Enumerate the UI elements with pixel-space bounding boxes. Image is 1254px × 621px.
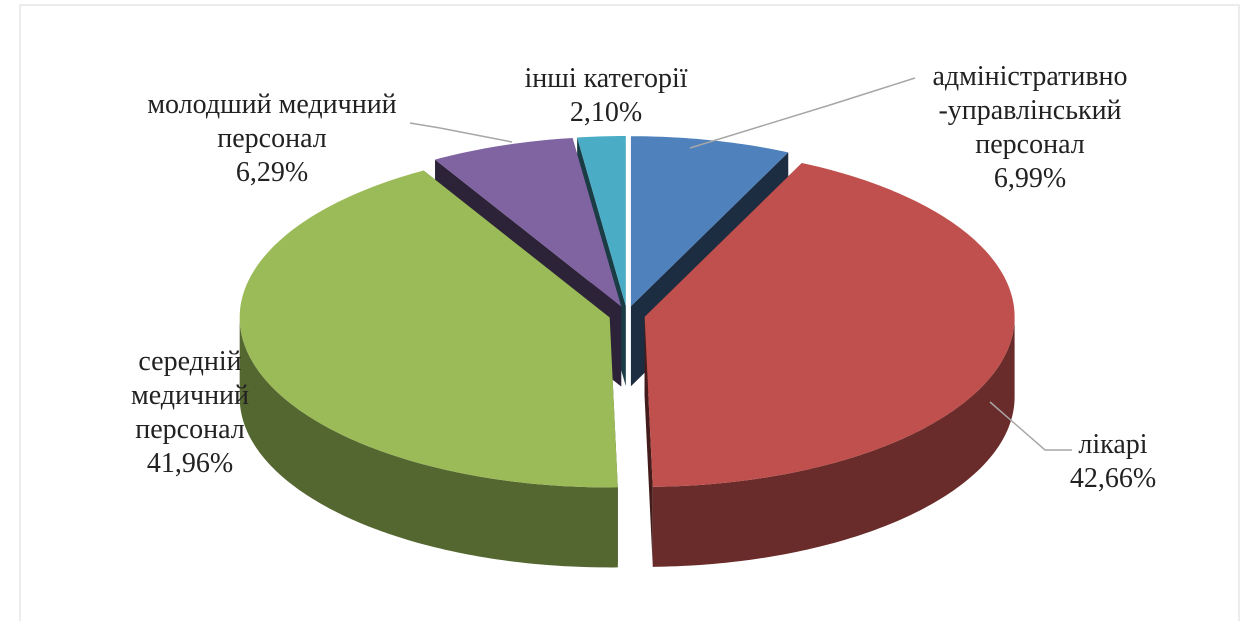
data-label: молодший медичний персонал 6,29% (147, 88, 396, 190)
slice (644, 162, 1015, 487)
data-label: інші категорії 2,10% (525, 62, 688, 130)
category-label: інші категорії (524, 63, 688, 94)
leader-line (989, 401, 1072, 451)
value-label: 41,96% (146, 448, 234, 479)
chart-frame (19, 4, 1240, 621)
data-label: лікарі 42,66% (1070, 428, 1156, 496)
category-label: середній медичний персонал (130, 346, 250, 445)
value-label: 2,10% (569, 97, 643, 128)
leader-line (409, 122, 513, 143)
value-label: 42,66% (1069, 463, 1157, 494)
value-label: 6,99% (993, 163, 1067, 194)
slice (435, 137, 622, 307)
slice (630, 136, 789, 307)
data-label: адміністративно -управлінський персонал 6… (932, 60, 1127, 196)
value-label: 6,29% (235, 157, 309, 188)
slice-wall (652, 316, 1015, 567)
leader-line (689, 77, 916, 149)
pie (239, 136, 1015, 568)
category-label: адміністративно -управлінський персонал (932, 61, 1128, 160)
slice-wall (239, 317, 618, 568)
slice (239, 170, 618, 488)
data-label: середній медичний персонал 41,96% (131, 345, 249, 481)
slice-side (644, 316, 653, 567)
category-label: лікарі (1078, 429, 1148, 460)
category-label: молодший медичний персонал (147, 89, 397, 154)
slice (577, 136, 626, 307)
